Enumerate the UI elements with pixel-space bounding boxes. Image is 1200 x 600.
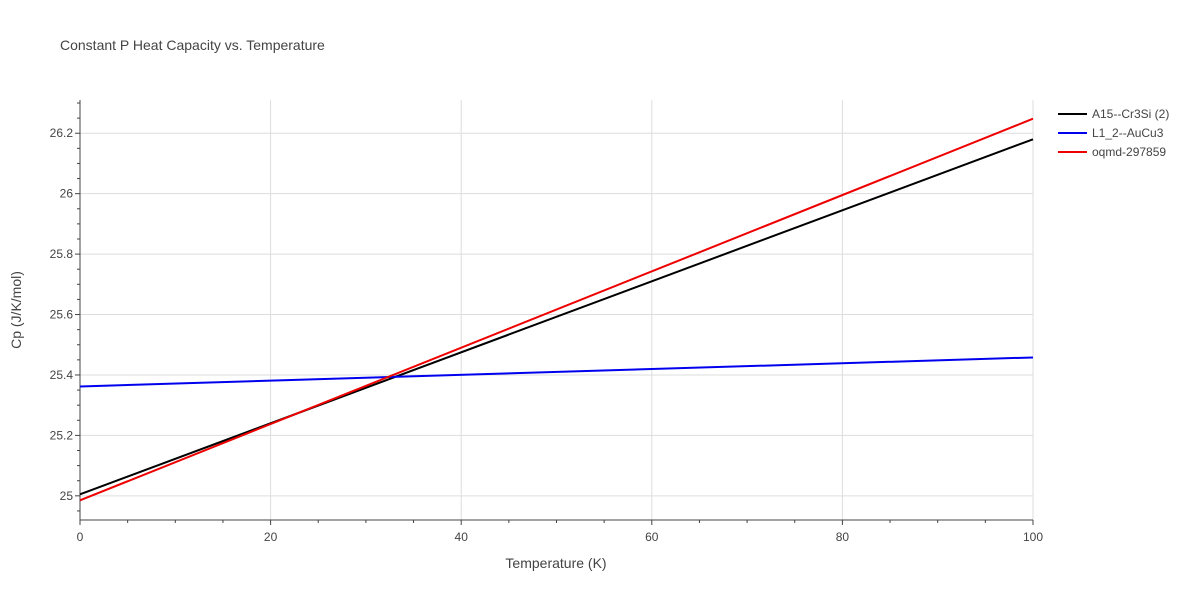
y-tick-label: 26.2: [50, 126, 74, 140]
series-line-0: [79, 138, 1034, 496]
series-group: [79, 117, 1034, 502]
legend-item[interactable]: A15--Cr3Si (2): [1058, 107, 1169, 121]
x-tick-label: 80: [836, 530, 850, 544]
legend-item[interactable]: oqmd-297859: [1058, 145, 1166, 159]
legend-label: oqmd-297859: [1092, 145, 1166, 159]
x-tick-label: 60: [645, 530, 659, 544]
y-tick-label: 25.6: [50, 308, 74, 322]
y-tick-label: 26: [60, 187, 74, 201]
x-tick-label: 20: [264, 530, 278, 544]
y-tick-label: 25.2: [50, 428, 74, 442]
y-tick-label: 25.4: [50, 368, 74, 382]
y-tick-label: 25: [60, 489, 74, 503]
x-tick-label: 0: [77, 530, 84, 544]
x-tick-label: 40: [455, 530, 469, 544]
series-line-1: [79, 356, 1034, 388]
x-tick-label: 100: [1023, 530, 1043, 544]
axes: 0 20 40 60 80 100 25 25.2 25.4 25.6 25.8 26 26.2: [50, 100, 1043, 544]
x-axis-title: Temperature (K): [505, 555, 606, 571]
legend-label: A15--Cr3Si (2): [1092, 107, 1169, 121]
series-line-2: [79, 117, 1034, 502]
y-tick-label: 25.8: [50, 247, 74, 261]
legend: A15--Cr3Si (2) L1_2--AuCu3 oqmd-297859: [1058, 107, 1169, 159]
legend-label: L1_2--AuCu3: [1092, 126, 1164, 140]
chart-title: Constant P Heat Capacity vs. Temperature: [60, 37, 325, 53]
legend-item[interactable]: L1_2--AuCu3: [1058, 126, 1164, 140]
y-axis-title: Cp (J/K/mol): [8, 271, 24, 349]
